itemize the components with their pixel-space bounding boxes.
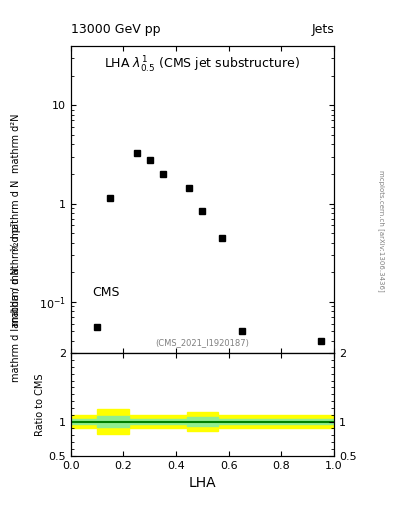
Text: / mathrm d pᵀ: / mathrm d pᵀ (11, 222, 21, 290)
Bar (97, 416, 129, 427)
Text: CMS: CMS (92, 286, 119, 298)
Text: LHA $\lambda^{1}_{0.5}$ (CMS jet substructure): LHA $\lambda^{1}_{0.5}$ (CMS jet substru… (105, 55, 300, 75)
Text: mcplots.cern.ch [arXiv:1306.3436]: mcplots.cern.ch [arXiv:1306.3436] (378, 169, 385, 291)
Y-axis label: Ratio to CMS: Ratio to CMS (35, 373, 46, 436)
Text: ½ mathrm d N: ½ mathrm d N (11, 179, 21, 251)
X-axis label: LHA: LHA (189, 476, 216, 490)
Bar (187, 417, 218, 425)
Bar (71, 419, 334, 424)
Bar (71, 415, 334, 429)
Bar (187, 412, 218, 431)
Text: Jets: Jets (311, 23, 334, 36)
Text: mathrm d N: mathrm d N (11, 268, 21, 326)
Text: (CMS_2021_I1920187): (CMS_2021_I1920187) (156, 338, 249, 347)
Text: mathrm d lambda: mathrm d lambda (11, 294, 21, 382)
Bar (97, 409, 129, 434)
Text: 13000 GeV pp: 13000 GeV pp (71, 23, 160, 36)
Text: mathrm d²N: mathrm d²N (11, 114, 21, 173)
